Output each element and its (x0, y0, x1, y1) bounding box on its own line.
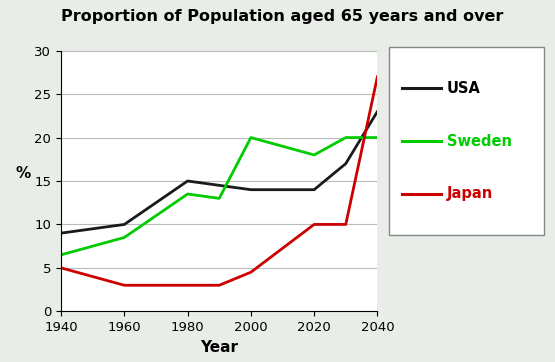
X-axis label: Year: Year (200, 340, 238, 355)
Text: Sweden: Sweden (447, 134, 512, 149)
Text: Proportion of Population aged 65 years and over: Proportion of Population aged 65 years a… (61, 9, 503, 24)
Text: USA: USA (447, 81, 481, 96)
Text: Japan: Japan (447, 186, 493, 201)
Y-axis label: %: % (16, 166, 31, 181)
